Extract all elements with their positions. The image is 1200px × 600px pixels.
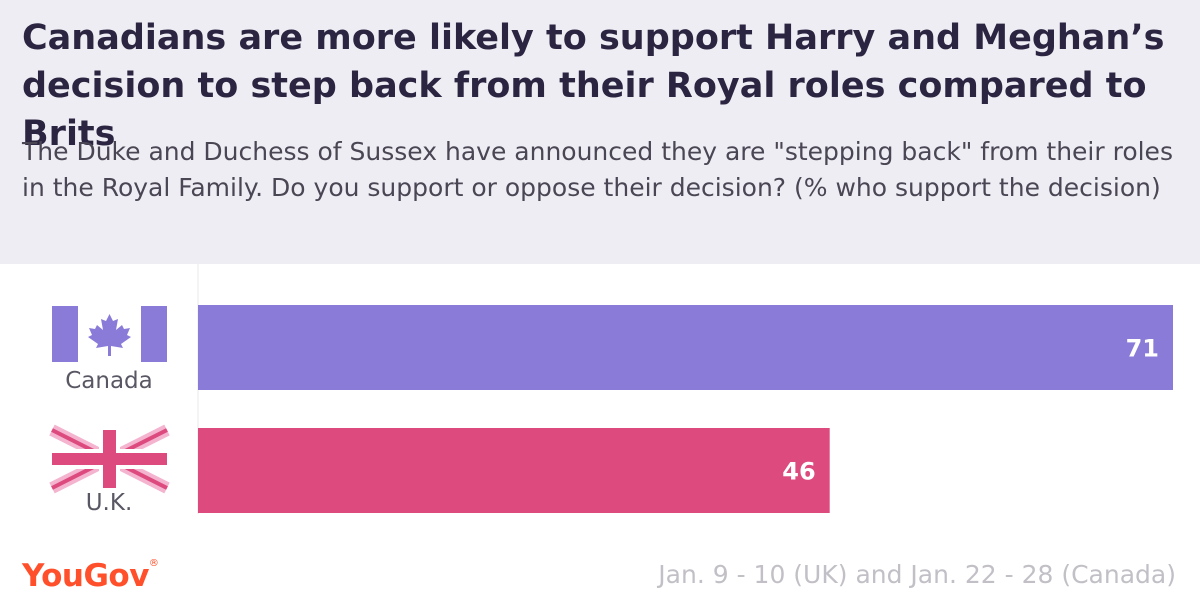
chart-title: Canadians are more likely to support Har… — [22, 18, 1165, 154]
data-label-canada: 71 — [1126, 335, 1159, 363]
brand-name: YouGov — [22, 558, 149, 594]
category-label-uk: U.K. — [85, 490, 133, 516]
category-label-canada: Canada — [65, 368, 153, 394]
canada-flag-icon — [52, 306, 167, 362]
brand-registered-mark: ® — [148, 558, 159, 569]
chart-subtitle: The Duke and Duchess of Sussex have anno… — [22, 137, 1173, 202]
fieldwork-dates: Jan. 9 - 10 (UK) and Jan. 22 - 28 (Canad… — [658, 560, 1176, 589]
bar-chart: 71 46 Canada U.K. — [0, 264, 1200, 554]
uk-flag-icon — [49, 424, 170, 494]
data-label-uk: 46 — [782, 458, 815, 486]
yougov-logo: YouGov® — [22, 558, 159, 594]
chart-svg: 71 46 — [49, 264, 1173, 514]
bar-uk — [198, 428, 830, 513]
header-panel: Canadians are more likely to support Har… — [0, 0, 1200, 264]
bar-canada — [198, 305, 1173, 390]
